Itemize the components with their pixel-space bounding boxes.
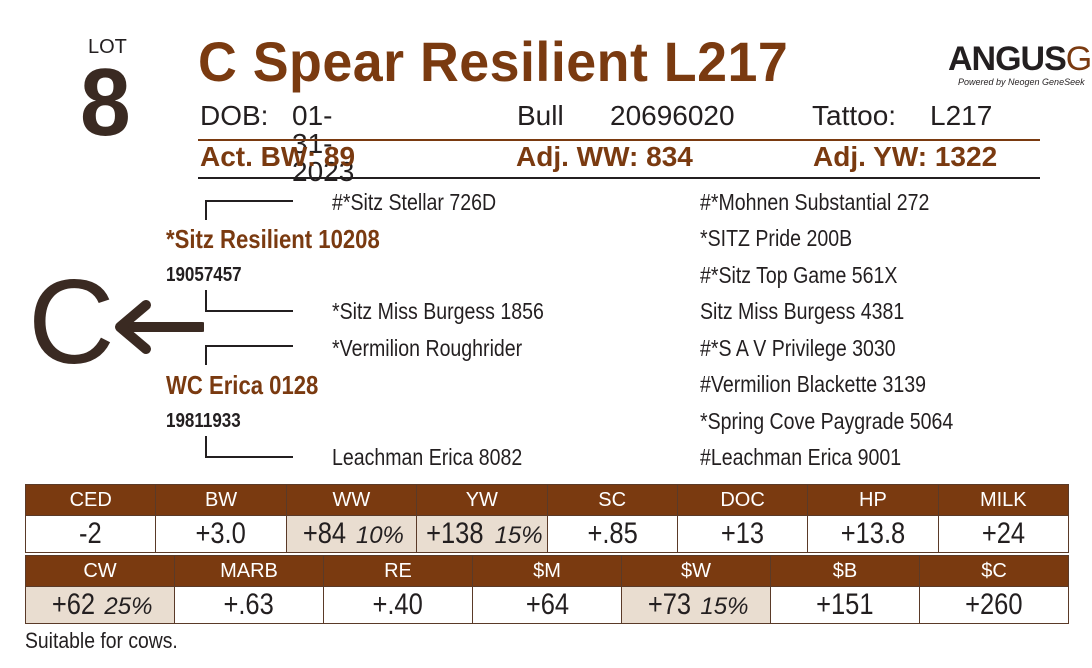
- epd-header: CW: [25, 555, 175, 587]
- pedigree-line: [205, 290, 207, 310]
- tattoo-label: Tattoo:: [812, 100, 897, 131]
- logo-subtitle: Powered by Neogen GeneSeek: [958, 77, 1085, 87]
- epd-header: $C: [919, 555, 1069, 587]
- grand-parent: *SITZ Pride 200B: [700, 225, 853, 251]
- grand-parent: #*Sitz Top Game 561X: [700, 262, 898, 288]
- animal-name: C Spear Resilient L217: [198, 30, 789, 93]
- epd-header: $W: [621, 555, 771, 587]
- epd-value: -2: [24, 515, 157, 553]
- dob-label: DOB:: [200, 100, 269, 131]
- pedigree-line: [205, 456, 293, 458]
- epd-header: BW: [155, 484, 287, 516]
- epd-value: +24: [937, 515, 1070, 553]
- epd-value: +3.0: [155, 515, 287, 553]
- sire-dam: *Sitz Miss Burgess 1856: [332, 298, 544, 324]
- epd-value-number: +151: [816, 588, 874, 621]
- epd-value-number: +13.8: [840, 517, 906, 550]
- divider-top: [198, 139, 1040, 141]
- pedigree-line: [205, 345, 207, 365]
- adjusted-yw: Adj. YW: 1322: [813, 141, 998, 172]
- registration-number: 20696020: [610, 100, 735, 131]
- epd-value-number: +3.0: [195, 517, 247, 550]
- epd-header: WW: [285, 484, 418, 516]
- epd-value: +64: [472, 586, 622, 624]
- lot-label: LOT: [88, 36, 127, 58]
- epd-value-number: +73: [647, 588, 691, 621]
- logo-gs-text: GS: [1065, 40, 1092, 78]
- epd-value-number: -2: [79, 517, 103, 550]
- actual-bw: Act. BW: 89: [200, 141, 356, 172]
- epd-header: RE: [323, 555, 473, 587]
- dam-registration: 19811933: [166, 410, 241, 432]
- epd-header: SC: [546, 484, 678, 516]
- dob-value: 01-31-2023: [292, 100, 355, 187]
- angus-gs-logo: ANGUSGS Powered by Neogen GeneSeek: [948, 40, 1092, 94]
- lot-number: 8: [80, 49, 131, 156]
- epd-value: +151: [770, 586, 920, 624]
- epd-value: +260: [919, 586, 1069, 624]
- epd-value-number: +24: [981, 517, 1025, 550]
- epd-value: +138 15%: [416, 515, 548, 553]
- sex-value: Bull: [517, 100, 564, 131]
- epd-value-number: +138: [426, 517, 484, 550]
- epd-header: CED: [24, 484, 157, 516]
- sire-registration: 19057457: [166, 264, 242, 286]
- epd-value-number: +.40: [372, 588, 424, 621]
- epd-value-number: +64: [525, 588, 569, 621]
- epd-value-number: +62: [51, 588, 95, 621]
- epd-percentile: 25%: [104, 593, 153, 620]
- grand-parent: #*Mohnen Substantial 272: [700, 189, 930, 215]
- sire-name: *Sitz Resilient 10208: [166, 224, 380, 254]
- pedigree-line: [205, 310, 293, 312]
- epd-value: +13.8: [807, 515, 939, 553]
- epd-header: DOC: [676, 484, 809, 516]
- epd-percentile: 10%: [355, 522, 404, 549]
- arrow-left-icon: [115, 300, 204, 354]
- epd-header: $M: [472, 555, 622, 587]
- epd-value: +62 25%: [25, 586, 175, 624]
- grand-parent: #Leachman Erica 9001: [700, 444, 902, 470]
- epd-value: +.40: [323, 586, 473, 624]
- big-letter-c: C: [28, 255, 115, 389]
- grand-parent: #*S A V Privilege 3030: [700, 335, 896, 361]
- epd-header: HP: [807, 484, 939, 516]
- epd-table-1: CED BW WW YW SC DOC HP MILK -2 +3.0 +84 1…: [24, 484, 1070, 553]
- epd-value: +.63: [174, 586, 324, 624]
- epd-value-number: +260: [965, 588, 1023, 621]
- epd-value-number: +84: [302, 517, 347, 550]
- adjusted-ww: Adj. WW: 834: [516, 141, 693, 172]
- logo-main-text: ANGUS: [948, 40, 1067, 78]
- sire-sire: #*Sitz Stellar 726D: [332, 189, 497, 215]
- pedigree-line: [205, 200, 207, 220]
- epd-value: +.85: [546, 515, 678, 553]
- dam-name: WC Erica 0128: [166, 370, 319, 400]
- pedigree-line: [205, 200, 293, 202]
- epd-value-number: +13: [720, 517, 765, 550]
- epd-value: +73 15%: [621, 586, 771, 624]
- divider-bottom: [198, 177, 1040, 179]
- pedigree-line: [205, 436, 207, 456]
- epd-value: +84 10%: [285, 515, 418, 553]
- epd-value-number: +.63: [223, 588, 275, 621]
- epd-header: MILK: [937, 484, 1070, 516]
- epd-header: $B: [770, 555, 920, 587]
- epd-table-2: CW MARB RE $M $W $B $C +62 25% +.63 +.40 …: [25, 555, 1069, 624]
- epd-value-number: +.85: [587, 517, 638, 550]
- dam-dam: Leachman Erica 8082: [332, 444, 523, 470]
- footnote: Suitable for cows.: [25, 628, 178, 653]
- epd-header: MARB: [174, 555, 324, 587]
- grand-parent: Sitz Miss Burgess 4381: [700, 298, 905, 324]
- tattoo-value: L217: [930, 100, 993, 131]
- epd-percentile: 15%: [700, 593, 749, 620]
- epd-value: +13: [676, 515, 809, 553]
- grand-parent: *Spring Cove Paygrade 5064: [700, 408, 954, 434]
- dam-sire: *Vermilion Roughrider: [332, 335, 523, 361]
- grand-parent: #Vermilion Blackette 3139: [700, 371, 927, 397]
- pedigree-line: [205, 345, 293, 347]
- epd-header: YW: [416, 484, 548, 516]
- epd-percentile: 15%: [494, 522, 543, 549]
